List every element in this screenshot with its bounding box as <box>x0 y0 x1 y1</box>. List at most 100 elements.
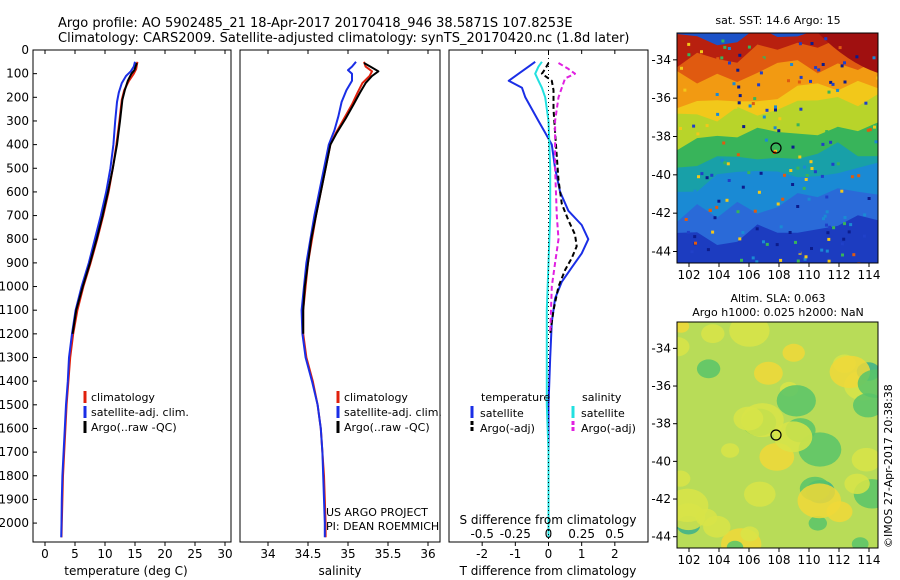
y-tick-label: 600 <box>6 185 29 199</box>
sst-pixel <box>690 250 694 254</box>
sla-blob <box>740 526 759 542</box>
sst-pixel <box>867 197 871 200</box>
sst-pixel <box>737 85 741 89</box>
sst-pixel <box>825 130 829 134</box>
sst-pixel <box>791 183 795 186</box>
sst-pixel <box>751 256 755 260</box>
sst-pixel <box>852 253 856 257</box>
sst-pixel <box>783 173 786 177</box>
sst-pixel <box>807 197 811 201</box>
sst-pixel <box>872 56 876 60</box>
sst-pixel <box>686 230 690 234</box>
sst-pixel <box>738 53 742 57</box>
sst-pixel <box>732 82 736 86</box>
sla-blob <box>744 481 776 507</box>
sst-pixel <box>779 225 783 229</box>
y-tick-label: 700 <box>6 209 29 223</box>
sla-blob <box>677 322 690 333</box>
x-tick-label: 102 <box>678 268 701 282</box>
y-tick-label: 1000 <box>0 280 29 294</box>
sst-pixel <box>866 128 870 132</box>
sst-pixel <box>842 140 846 144</box>
sst-pixel <box>716 57 720 61</box>
sla-blob <box>721 443 740 458</box>
sst-pixel <box>796 259 800 263</box>
sla-blob <box>703 515 731 538</box>
y-tick-label: 300 <box>6 114 29 128</box>
x-tick-label: 102 <box>678 553 701 567</box>
sst-pixel <box>693 189 697 193</box>
sst-pixel <box>713 216 717 220</box>
sst-pixel <box>840 189 844 193</box>
sst-pixel <box>762 115 766 119</box>
difference-panel: -2 -1 0 1 2 -0.5 -0.25 0 0.25 0.5 temperature salin… <box>448 49 649 561</box>
sst-pixel <box>843 216 847 219</box>
sst-pixel <box>736 210 740 214</box>
sst-pixel <box>803 165 807 169</box>
x-tick-label: 10 <box>97 547 112 561</box>
x-tick-label: -2 <box>476 547 488 561</box>
header-line1: Argo profile: AO 5902485_21 18-Apr-2017 … <box>58 16 573 31</box>
argo-location-marker <box>770 142 782 154</box>
y-tick-label: -42 <box>651 206 671 220</box>
sla-blob <box>773 421 813 453</box>
legend-header-salinity: salinity <box>582 391 622 404</box>
legend-label: climatology <box>344 391 408 404</box>
sst-pixel <box>798 155 802 159</box>
sst-pixel <box>711 230 715 234</box>
sst-pixel <box>824 37 828 41</box>
y-tick-label: 1800 <box>0 469 29 483</box>
sst-pixel <box>799 107 803 111</box>
sla-blob <box>776 385 816 417</box>
project-label: US ARGO PROJECT <box>326 506 428 519</box>
x-tick-label: -1 <box>509 547 521 561</box>
sst-pixel <box>825 223 828 227</box>
sst-pixel <box>809 79 812 83</box>
y-tick-label: 100 <box>6 67 29 81</box>
sst-pixel <box>715 205 719 209</box>
sst-pixel <box>773 126 777 130</box>
sst-pixel <box>708 208 712 212</box>
sst-pixel <box>788 231 792 234</box>
y-tick-label: 900 <box>6 256 29 270</box>
sst-map: 102 104 106 108 110 112 114 -34 -36 -38 -40 -42 -44 <box>651 32 880 282</box>
x-tick-label: 114 <box>858 553 881 567</box>
sst-pixel <box>687 53 691 57</box>
x-tick-label: 15 <box>127 547 142 561</box>
sst-pixel <box>751 102 755 106</box>
sst-pixel <box>717 199 721 203</box>
sst-pixel <box>840 64 844 68</box>
sst-pixel <box>679 127 682 130</box>
sst-pixel <box>734 105 738 109</box>
y-tick-label: 1300 <box>0 351 29 365</box>
sla-blob <box>853 393 878 418</box>
sst-pixel <box>864 101 868 105</box>
sst-pixel <box>765 108 769 112</box>
y-tick-label: -36 <box>651 379 671 393</box>
sst-pixel <box>683 88 687 92</box>
sst-pixel <box>863 213 867 217</box>
sst-pixel <box>827 90 831 94</box>
sst-pixel <box>741 185 745 189</box>
sst-pixel <box>765 242 769 246</box>
sst-pixel <box>809 160 813 164</box>
sst-pixel <box>797 80 801 84</box>
sst-pixel <box>759 71 763 75</box>
x-tick-label: 0 <box>545 547 553 561</box>
y-tick-label: -34 <box>651 53 671 67</box>
sst-pixel <box>802 186 806 190</box>
sst-pixel <box>720 56 724 60</box>
sst-pixel <box>692 124 696 128</box>
y-tick-label: -38 <box>651 130 671 144</box>
sst-pixel <box>721 39 725 43</box>
sst-pixel <box>874 140 878 144</box>
s-tick-label: 0 <box>545 527 553 541</box>
sst-map-title: sat. SST: 14.6 Argo: 15 <box>715 14 840 27</box>
x-tick-label: 110 <box>798 553 821 567</box>
x-tick-label: 34.5 <box>295 547 322 561</box>
sst-pixel <box>762 240 765 244</box>
sst-pixel <box>777 129 781 133</box>
series-line-argo-raw-qc- <box>71 62 138 334</box>
sla-blob <box>726 540 744 548</box>
